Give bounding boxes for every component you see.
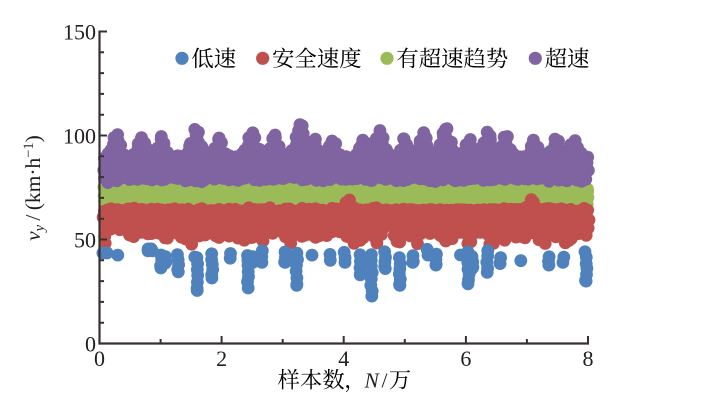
svg-text:50: 50	[74, 228, 96, 253]
svg-text:2: 2	[216, 346, 227, 371]
svg-text:/: /	[382, 369, 388, 393]
svg-text:100: 100	[63, 124, 96, 149]
svg-text:0: 0	[94, 346, 105, 371]
svg-text:6: 6	[460, 346, 471, 371]
svg-text:0: 0	[85, 332, 96, 357]
svg-text:4: 4	[338, 346, 349, 371]
svg-text:vy / (km·h−1): vy / (km·h−1)	[21, 135, 48, 241]
svg-text:8: 8	[583, 346, 594, 371]
svg-text:150: 150	[63, 20, 96, 45]
svg-text:N: N	[364, 369, 381, 393]
